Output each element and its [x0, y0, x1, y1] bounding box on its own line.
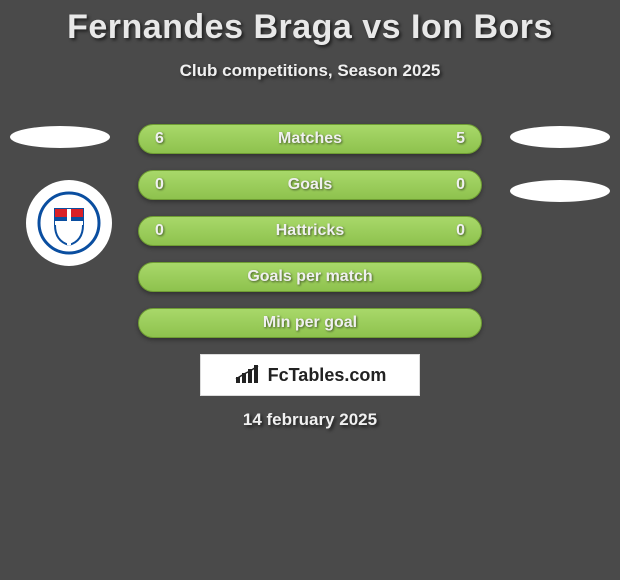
stat-row-hattricks: 0 Hattricks 0: [138, 216, 482, 246]
stat-label: Goals per match: [155, 268, 465, 286]
bahia-crest-icon: [37, 191, 101, 255]
stat-label: Min per goal: [155, 314, 465, 332]
stat-left-value: 0: [155, 176, 173, 194]
stat-row-matches: 6 Matches 5: [138, 124, 482, 154]
stat-row-min-per-goal: Min per goal: [138, 308, 482, 338]
stat-label: Matches: [173, 130, 447, 148]
stat-label: Goals: [173, 176, 447, 194]
player-right-club-placeholder: [510, 180, 610, 202]
generated-date: 14 february 2025: [0, 410, 620, 430]
stat-label: Hattricks: [173, 222, 447, 240]
stat-right-value: 5: [447, 130, 465, 148]
page-subtitle: Club competitions, Season 2025: [0, 61, 620, 81]
stat-right-value: 0: [447, 176, 465, 194]
stat-left-value: 0: [155, 222, 173, 240]
brand-text: FcTables.com: [268, 365, 387, 386]
stat-row-goals: 0 Goals 0: [138, 170, 482, 200]
brand-box[interactable]: FcTables.com: [200, 354, 420, 396]
player-right-flag-placeholder: [510, 126, 610, 148]
bar-chart-icon: [234, 365, 262, 385]
page-title: Fernandes Braga vs Ion Bors: [0, 0, 620, 47]
player-left-flag-placeholder: [10, 126, 110, 148]
stat-right-value: 0: [447, 222, 465, 240]
player-left-club-badge: [26, 180, 112, 266]
stat-row-goals-per-match: Goals per match: [138, 262, 482, 292]
stat-left-value: 6: [155, 130, 173, 148]
